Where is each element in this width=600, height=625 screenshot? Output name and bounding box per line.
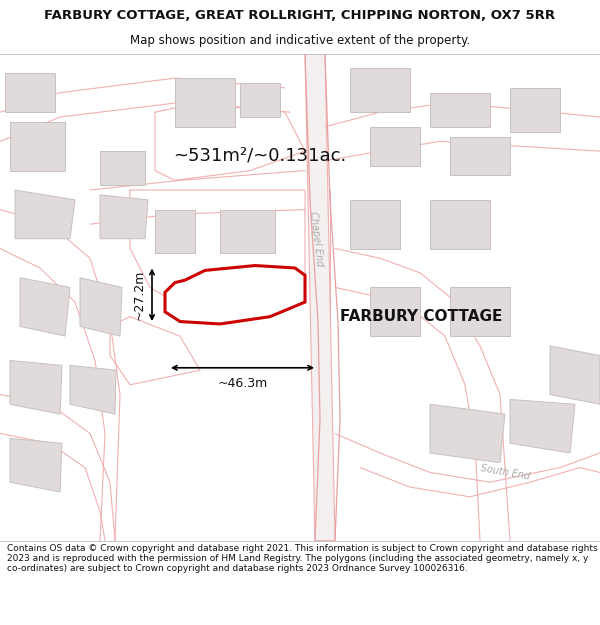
Polygon shape (430, 200, 490, 249)
Text: FARBURY COTTAGE: FARBURY COTTAGE (340, 309, 502, 324)
Polygon shape (80, 278, 122, 336)
Polygon shape (165, 266, 305, 324)
Polygon shape (100, 151, 145, 185)
Text: ~27.2m: ~27.2m (133, 269, 146, 320)
Polygon shape (10, 361, 62, 414)
Polygon shape (350, 200, 400, 249)
Polygon shape (220, 209, 275, 253)
Polygon shape (10, 438, 62, 492)
Text: ~46.3m: ~46.3m (217, 377, 268, 390)
Polygon shape (15, 190, 75, 239)
Text: Contains OS data © Crown copyright and database right 2021. This information is : Contains OS data © Crown copyright and d… (7, 544, 598, 573)
Polygon shape (550, 346, 600, 404)
Polygon shape (430, 92, 490, 127)
Text: South End: South End (479, 463, 530, 482)
Polygon shape (510, 399, 575, 453)
Polygon shape (100, 195, 148, 239)
Text: Chapel End: Chapel End (308, 211, 325, 267)
Text: FARBURY COTTAGE, GREAT ROLLRIGHT, CHIPPING NORTON, OX7 5RR: FARBURY COTTAGE, GREAT ROLLRIGHT, CHIPPI… (44, 9, 556, 21)
Polygon shape (70, 366, 116, 414)
Polygon shape (20, 278, 70, 336)
Text: Map shows position and indicative extent of the property.: Map shows position and indicative extent… (130, 34, 470, 48)
Polygon shape (5, 73, 55, 112)
Text: ~531m²/~0.131ac.: ~531m²/~0.131ac. (173, 147, 346, 165)
Polygon shape (155, 209, 195, 253)
Polygon shape (510, 88, 560, 132)
Polygon shape (10, 122, 65, 171)
Polygon shape (450, 136, 510, 176)
Polygon shape (240, 83, 280, 117)
Polygon shape (450, 288, 510, 336)
Polygon shape (370, 127, 420, 166)
Polygon shape (305, 54, 335, 541)
Polygon shape (175, 78, 235, 127)
Polygon shape (430, 404, 505, 462)
Polygon shape (370, 288, 420, 336)
Polygon shape (350, 68, 410, 112)
